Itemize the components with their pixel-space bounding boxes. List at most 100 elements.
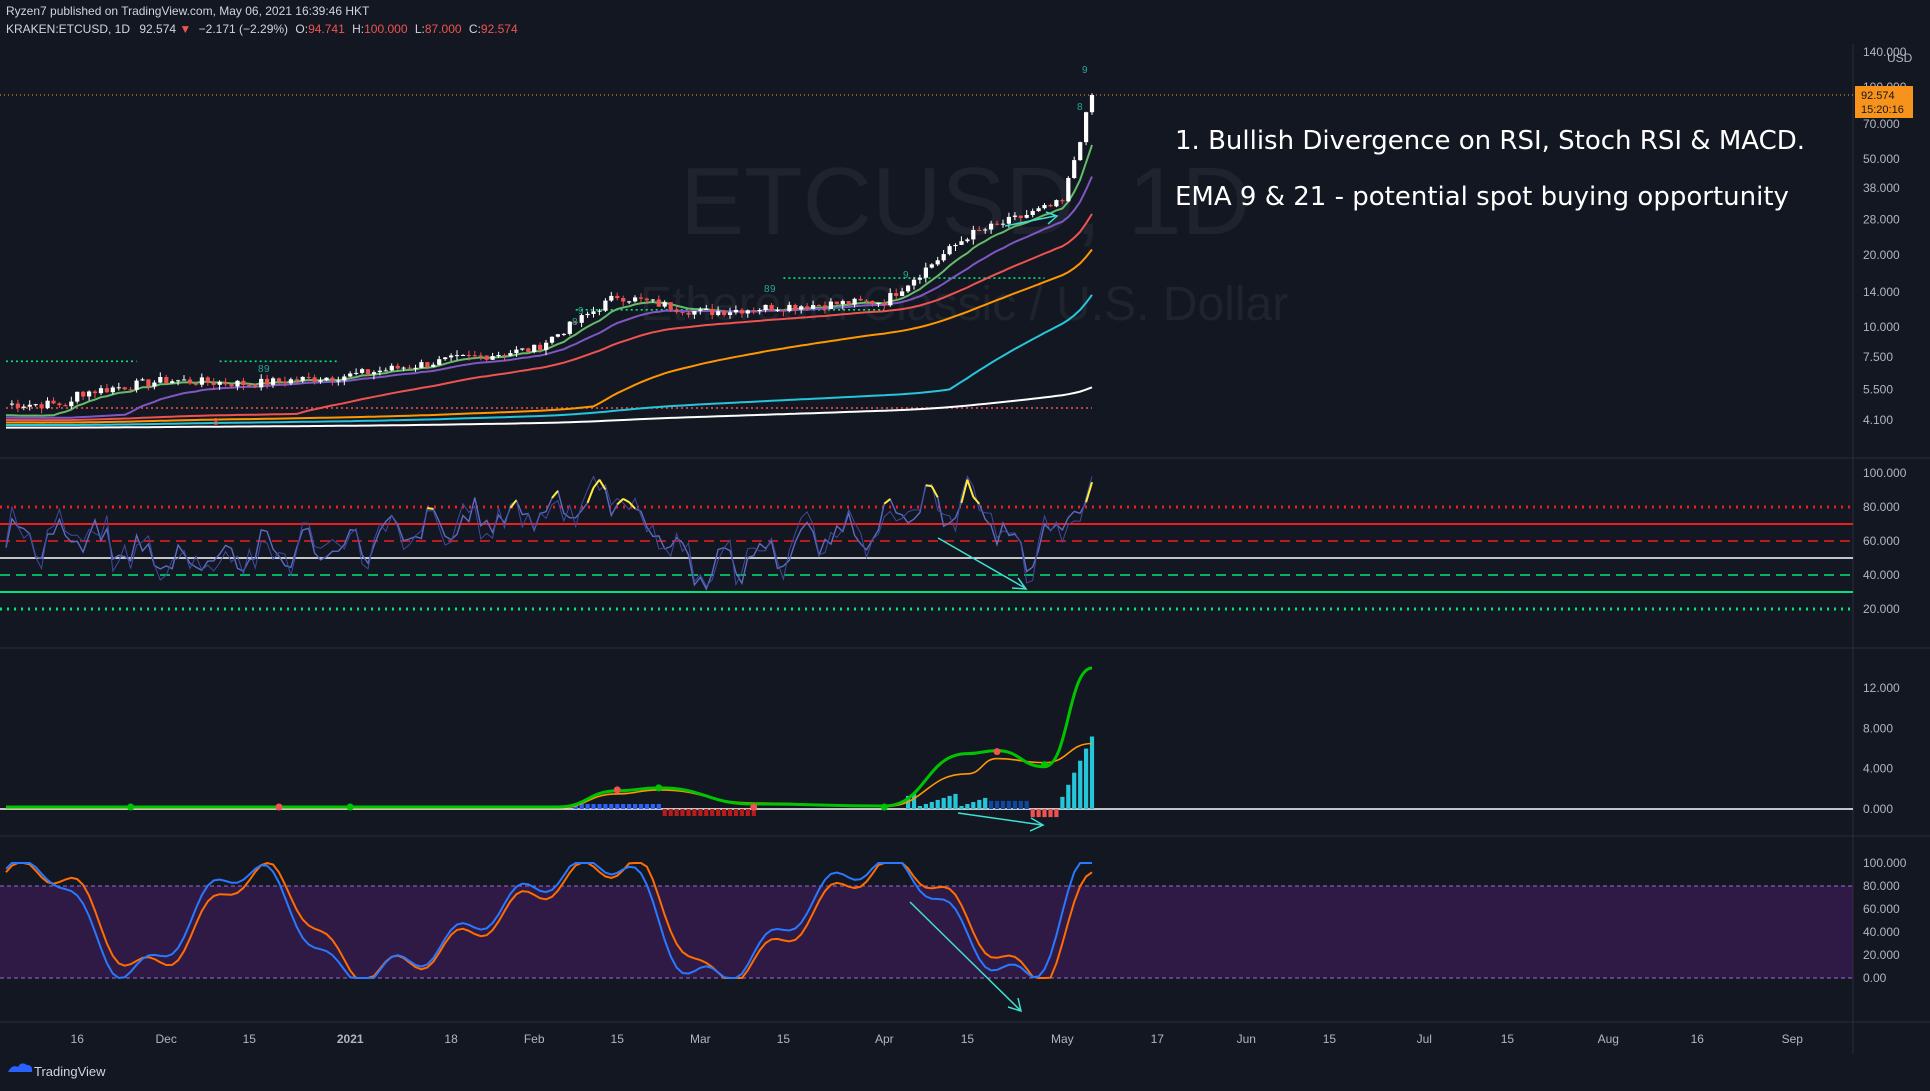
candle-body xyxy=(104,388,109,393)
candle-body xyxy=(977,230,982,231)
candle-body xyxy=(638,297,644,299)
time-tick: 18 xyxy=(444,1032,458,1046)
ema-line xyxy=(6,176,1093,419)
macd-pane[interactable]: 12.000 8.000 4.000 0.000 xyxy=(0,666,1900,832)
candle-body xyxy=(57,403,62,406)
ema-line xyxy=(6,248,1093,424)
symbol-label: KRAKEN:ETCUSD, 1D xyxy=(6,22,130,36)
rsi-tick: 80.000 xyxy=(1863,500,1900,514)
macd-histogram-bar xyxy=(722,809,727,816)
macd-histogram-bar xyxy=(941,797,946,809)
macd-histogram-bar xyxy=(609,804,614,809)
candle-body xyxy=(603,300,608,311)
last-price-badge-label: 92.574 xyxy=(1861,90,1895,102)
candle-body xyxy=(674,309,679,313)
rsi-tick: 20.000 xyxy=(1863,602,1900,616)
candle-body xyxy=(437,359,442,365)
candle-body xyxy=(360,369,365,373)
candle-body xyxy=(1084,112,1089,143)
pane-separators[interactable] xyxy=(0,44,1930,1054)
macd-histogram-bar xyxy=(638,804,644,809)
candle-body xyxy=(300,376,305,381)
candle-body xyxy=(193,383,198,385)
candle-body xyxy=(306,376,311,378)
macd-histogram-bar xyxy=(751,809,756,816)
l-value: 87.000 xyxy=(425,22,462,36)
candle-body xyxy=(401,367,406,369)
candle-body xyxy=(354,372,359,374)
macd-histogram-bar xyxy=(917,806,922,809)
candle-body xyxy=(288,379,293,384)
stoch-tick: 40.000 xyxy=(1863,925,1900,939)
price-tick: 28.000 xyxy=(1863,213,1900,227)
candle-body xyxy=(710,308,715,315)
td-label: 9 xyxy=(903,270,909,281)
macd-histogram-bar xyxy=(995,800,1000,809)
rsi-secondary-line xyxy=(5,475,1093,587)
candle-body xyxy=(449,355,454,358)
macd-divergence-arrow xyxy=(957,812,1043,826)
candle-body xyxy=(745,310,750,314)
price-axis[interactable]: USD 140.000100.00070.00050.00038.00028.0… xyxy=(1855,45,1913,427)
ohlc-line: KRAKEN:ETCUSD, 1D 92.574 ▼ −2.171 (−2.29… xyxy=(6,22,518,36)
rsi-overbought-segment xyxy=(592,479,601,489)
stoch-tick: 100.000 xyxy=(1863,856,1907,870)
macd-histogram-bar xyxy=(739,809,744,816)
candle-body xyxy=(526,348,531,352)
annotation-2: EMA 9 & 21 - potential spot buying oppor… xyxy=(1175,182,1789,212)
candle-body xyxy=(615,295,620,298)
td-label: 8 xyxy=(764,284,770,295)
candle-body xyxy=(597,310,602,312)
macd-histogram-bar xyxy=(989,800,994,809)
macd-histogram-bar xyxy=(1078,760,1083,809)
macd-tick: 8.000 xyxy=(1863,721,1893,735)
macd-histogram-bar xyxy=(668,809,673,816)
macd-histogram-bar xyxy=(745,809,750,816)
candle-body xyxy=(92,391,98,394)
candle-body xyxy=(1030,211,1035,215)
macd-cross-marker xyxy=(346,803,354,811)
candle-body xyxy=(122,387,127,390)
candle-body xyxy=(549,336,555,343)
candle-body xyxy=(1024,215,1029,218)
candle-body xyxy=(259,378,264,388)
candle-body xyxy=(544,342,549,350)
candle-body xyxy=(769,304,774,311)
candle-body xyxy=(235,380,240,387)
time-tick: Jun xyxy=(1237,1032,1256,1046)
candle-body xyxy=(15,403,20,408)
td-label: 9 xyxy=(770,284,776,295)
candle-body xyxy=(538,344,543,350)
macd-histogram-bar xyxy=(1030,809,1035,818)
stoch-tick: 80.000 xyxy=(1863,879,1900,893)
candle-body xyxy=(454,355,460,357)
change-value: −2.171 (−2.29%) xyxy=(199,22,288,36)
candles xyxy=(9,93,1095,414)
candle-body xyxy=(170,381,175,384)
candle-body xyxy=(1048,205,1053,207)
rsi-pane[interactable]: 100.000 80.000 60.000 40.000 20.000 xyxy=(0,466,1907,616)
candle-body xyxy=(662,302,667,307)
candle-body xyxy=(443,357,448,360)
macd-histogram-bar xyxy=(959,806,964,809)
candle-body xyxy=(81,391,86,397)
candle-body xyxy=(983,229,988,231)
candle-body xyxy=(989,223,994,230)
macd-histogram-bar xyxy=(704,809,709,816)
arrowhead-icon xyxy=(1011,577,1028,590)
candle-body xyxy=(876,302,881,305)
macd-histogram-bar xyxy=(627,804,632,809)
candle-body xyxy=(722,311,727,315)
time-axis[interactable]: 16 Dec 15 2021 18 Feb 15 Mar 15 Apr 15 May 17 Jun 15 Ju… xyxy=(71,1032,1804,1046)
stoch-rsi-pane[interactable]: 100.000 80.000 60.000 40.000 20.000 0.00 xyxy=(0,856,1907,1013)
candle-body xyxy=(282,381,287,384)
macd-histogram-bar xyxy=(686,809,691,816)
candle-body xyxy=(555,334,560,337)
last-price: 92.574 xyxy=(139,22,176,36)
ema-line xyxy=(6,386,1093,429)
tradingview-logo[interactable]: TradingView xyxy=(8,1063,106,1079)
candle-body xyxy=(579,315,584,323)
macd-histogram-bar xyxy=(1024,800,1029,809)
